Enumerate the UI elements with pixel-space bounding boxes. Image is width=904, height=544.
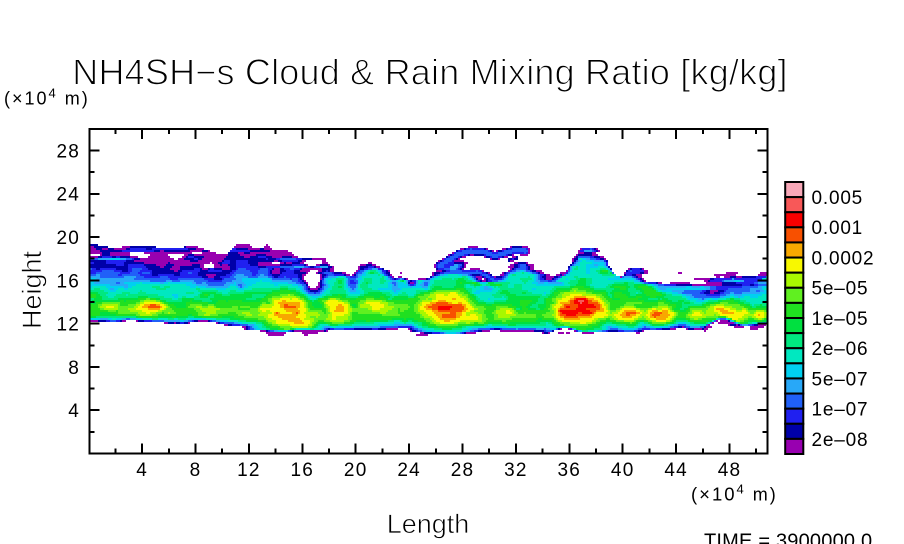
svg-text:20: 20 xyxy=(56,228,80,249)
svg-text:5e–05: 5e–05 xyxy=(812,279,869,300)
svg-text:16: 16 xyxy=(291,460,315,481)
svg-text:0.005: 0.005 xyxy=(812,188,864,209)
svg-text:NH4SH−s Cloud & Rain Mixing Ra: NH4SH−s Cloud & Rain Mixing Ratio [kg/kg… xyxy=(72,52,788,93)
svg-text:48: 48 xyxy=(718,460,742,481)
svg-text:24: 24 xyxy=(56,185,80,206)
svg-text:0.0002: 0.0002 xyxy=(812,249,875,270)
svg-text:1e–07: 1e–07 xyxy=(812,400,869,421)
svg-text:Length: Length xyxy=(387,509,470,539)
svg-text:12: 12 xyxy=(237,460,261,481)
svg-text:(×104 m): (×104 m) xyxy=(4,86,90,109)
svg-text:TIME = 3900000.0: TIME = 3900000.0 xyxy=(704,531,872,544)
svg-text:24: 24 xyxy=(397,460,421,481)
svg-text:(×104 m): (×104 m) xyxy=(691,482,778,505)
svg-text:2e–06: 2e–06 xyxy=(812,339,869,360)
svg-text:1e–05: 1e–05 xyxy=(812,309,869,330)
svg-text:4: 4 xyxy=(136,460,148,481)
svg-text:Height: Height xyxy=(17,250,47,329)
svg-text:20: 20 xyxy=(344,460,368,481)
svg-text:16: 16 xyxy=(56,271,80,292)
svg-text:36: 36 xyxy=(558,460,582,481)
svg-text:8: 8 xyxy=(68,358,80,379)
svg-text:40: 40 xyxy=(611,460,635,481)
svg-text:2e–08: 2e–08 xyxy=(812,430,869,451)
svg-text:8: 8 xyxy=(190,460,202,481)
svg-text:12: 12 xyxy=(56,315,80,336)
svg-text:32: 32 xyxy=(504,460,528,481)
svg-text:5e–07: 5e–07 xyxy=(812,369,869,390)
svg-text:4: 4 xyxy=(68,401,80,422)
svg-text:28: 28 xyxy=(451,460,475,481)
svg-text:44: 44 xyxy=(664,460,688,481)
svg-text:28: 28 xyxy=(56,141,80,162)
svg-text:0.001: 0.001 xyxy=(812,218,864,239)
